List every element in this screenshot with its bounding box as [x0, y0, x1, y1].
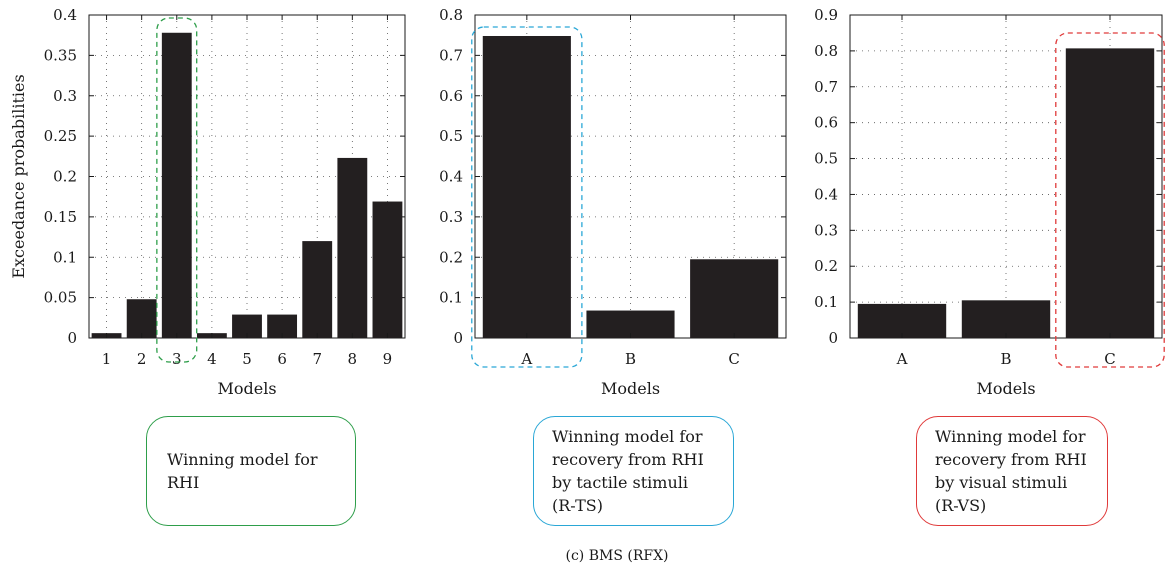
- callout-winning-model-r-vs: Winning model for recovery from RHI by v…: [916, 416, 1108, 526]
- chart-panel-r-ts: 0 0.1 0.2 0.3 0.4 0.5 0.6 0.7 0.8 A B C Models: [439, 6, 787, 398]
- y-tick-label: 0.3: [814, 221, 838, 239]
- bar-rhi-6: [267, 314, 298, 338]
- y-axis-title: Exceedance probabilities: [9, 74, 28, 278]
- x-tick-label: 6: [277, 350, 287, 368]
- y-tick-label: 0.6: [439, 87, 463, 105]
- bar-rhi-2: [126, 299, 157, 338]
- bar-rhi-3: [161, 32, 192, 338]
- x-tick-label: C: [1104, 350, 1115, 368]
- chart-panel-r-vs: 0 0.1 0.2 0.3 0.4 0.5 0.6 0.7 0.8 0.9 A B C Models: [814, 6, 1165, 398]
- y-tick-label: 0.4: [814, 185, 838, 203]
- x-tick-label: 4: [207, 350, 217, 368]
- figure-caption: (c) BMS (RFX): [565, 548, 668, 564]
- x-tick-label: 8: [348, 350, 358, 368]
- y-tick-label: 0.15: [44, 208, 77, 226]
- y-tick-label: 0.3: [53, 87, 77, 105]
- x-tick-label: B: [1000, 350, 1011, 368]
- y-tick-label: 0.2: [439, 248, 463, 266]
- y-tick-label: 0.7: [814, 78, 838, 96]
- bar-rhi-8: [337, 157, 368, 338]
- y-tick-label: 0: [828, 329, 838, 347]
- y-tick-label: 0.1: [439, 289, 463, 307]
- y-tick-label: 0.9: [814, 6, 838, 24]
- y-tick-label: 0: [67, 329, 77, 347]
- x-tick-label: 3: [172, 350, 182, 368]
- x-axis-title: Models: [976, 379, 1035, 398]
- x-axis-title: Models: [601, 379, 660, 398]
- x-axis-title: Models: [217, 379, 276, 398]
- y-tick-label: 0.4: [439, 168, 463, 186]
- y-tick-label: 0.2: [814, 257, 838, 275]
- callout-winning-model-rhi: Winning model for RHI: [146, 416, 356, 526]
- bar-rhi-5: [232, 314, 262, 338]
- bar-r-ts-c: [690, 259, 779, 338]
- x-tick-label: 2: [137, 350, 147, 368]
- y-tick-label: 0.4: [53, 6, 77, 24]
- bar-rhi-9: [372, 201, 403, 338]
- bar-r-vs-c: [1065, 48, 1155, 338]
- bar-rhi-7: [302, 241, 333, 338]
- x-tick-label: 5: [242, 350, 252, 368]
- y-tick-label: 0.8: [814, 42, 838, 60]
- y-tick-label: 0.8: [439, 6, 463, 24]
- x-tick-label: 9: [383, 350, 393, 368]
- chart-panel-rhi: 0 0.05 0.1 0.15 0.2 0.25 0.3 0.35 0.4 1 2 3 4 5 6 7 8 9 Mo…: [9, 6, 406, 398]
- bar-r-vs-a: [857, 303, 947, 338]
- y-tick-label: 0.5: [439, 127, 463, 145]
- x-tick-label: 1: [102, 350, 112, 368]
- x-tick-label: A: [520, 350, 532, 368]
- callout-winning-model-r-ts: Winning model for recovery from RHI by t…: [533, 416, 734, 526]
- winning-model-highlight: [471, 26, 583, 368]
- y-tick-label: 0.2: [53, 168, 77, 186]
- y-tick-label: 0: [453, 329, 463, 347]
- y-tick-label: 0.25: [44, 127, 77, 145]
- x-tick-label: B: [625, 350, 636, 368]
- y-tick-label: 0.1: [53, 248, 77, 266]
- y-tick-label: 0.5: [814, 150, 838, 168]
- y-tick-label: 0.7: [439, 46, 463, 64]
- x-tick-label: A: [896, 350, 908, 368]
- y-tick-label: 0.35: [44, 46, 77, 64]
- x-tick-label: 7: [312, 350, 322, 368]
- y-tick-label: 0.6: [814, 114, 838, 132]
- x-tick-label: C: [728, 350, 739, 368]
- y-tick-label: 0.1: [814, 293, 838, 311]
- bar-r-vs-b: [961, 300, 1051, 338]
- y-tick-label: 0.05: [44, 289, 77, 307]
- winning-model-highlight: [156, 17, 198, 363]
- y-tick-label: 0.3: [439, 208, 463, 226]
- bar-r-ts-a: [482, 35, 571, 339]
